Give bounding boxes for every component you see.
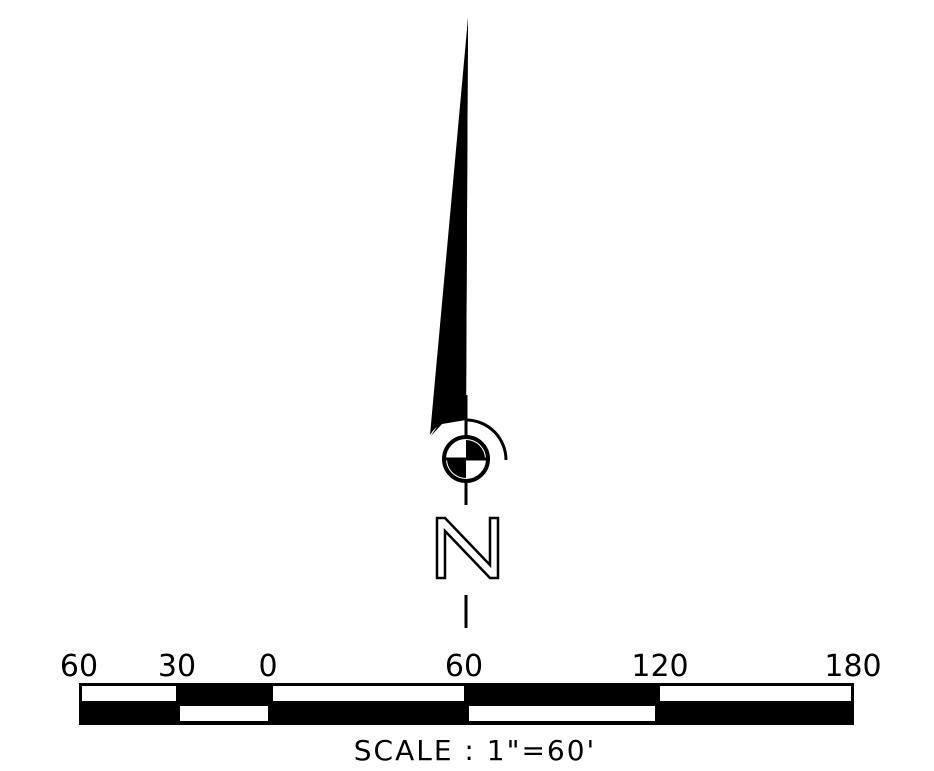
- scale-segment-top-1: [82, 686, 176, 701]
- scale-label-60-left: 60: [60, 649, 98, 684]
- scale-label-30: 30: [158, 649, 196, 684]
- scale-segment-top-5: [660, 686, 851, 701]
- north-arrow-needle-body: [430, 18, 468, 435]
- north-arrow-arc: [465, 418, 508, 461]
- scale-label-180: 180: [824, 649, 881, 684]
- scale-caption: SCALE : 1"=60': [354, 734, 596, 767]
- scale-segment-bottom-4: [469, 706, 655, 721]
- north-arrow: N: [430, 18, 508, 628]
- north-letter-n-icon: [435, 516, 500, 580]
- scale-segment-bottom-2: [180, 706, 268, 721]
- scale-label-120: 120: [631, 649, 688, 684]
- scale-bar: 60 30 0 60 120 180 SCALE : 1"=60': [60, 649, 882, 767]
- scale-label-0: 0: [258, 649, 277, 684]
- scale-segment-top-3: [273, 686, 464, 701]
- scale-label-60: 60: [445, 649, 483, 684]
- quartered-circle-icon: [442, 435, 490, 483]
